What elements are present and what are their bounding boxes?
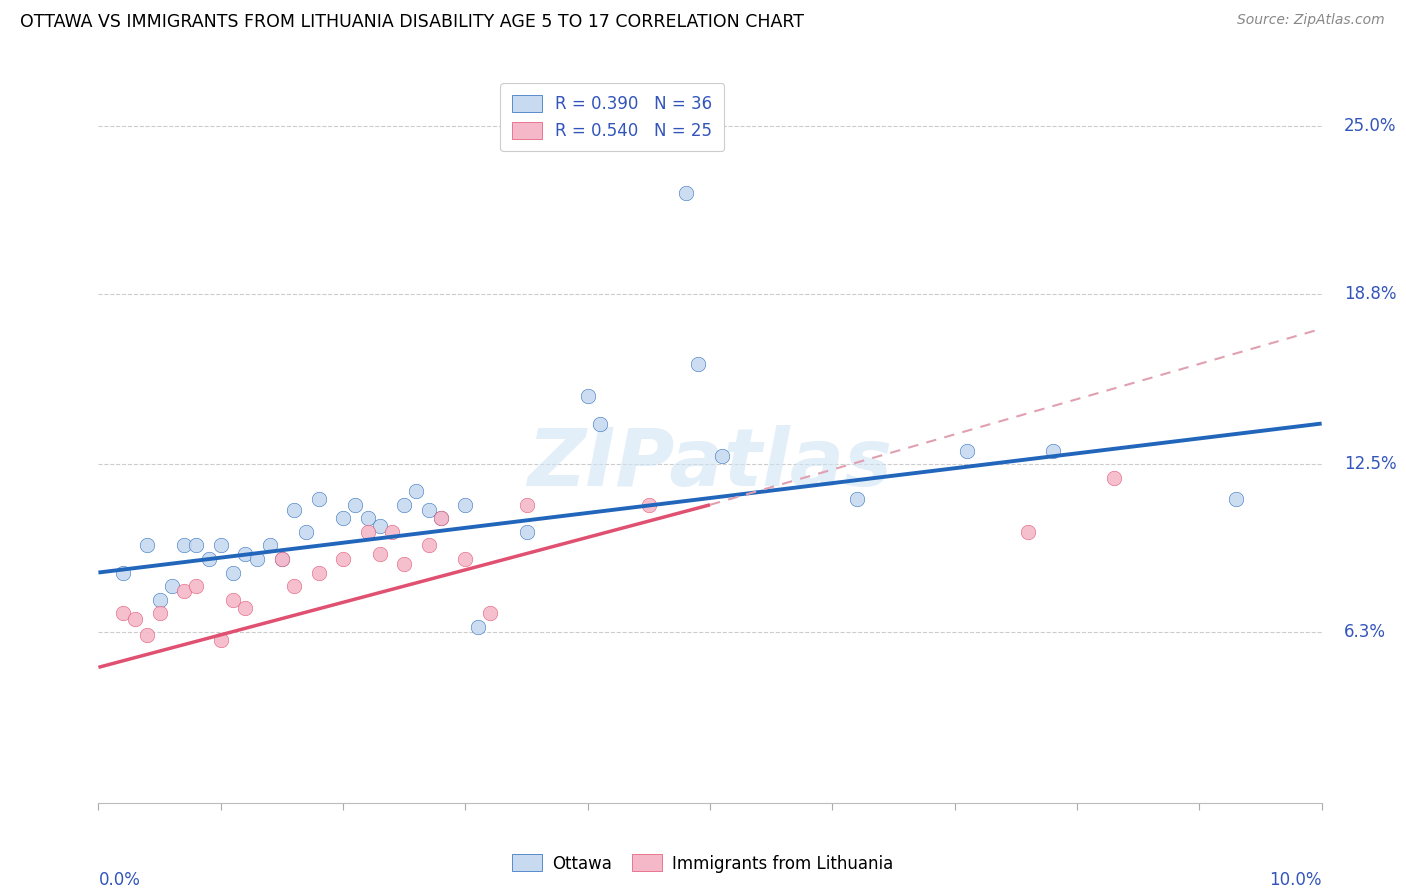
Point [136,538,159,552]
Point [711,449,734,463]
Point [845,492,868,507]
Point [576,389,599,403]
Point [270,552,294,566]
Point [160,579,183,593]
Point [332,552,354,566]
Text: OTTAWA VS IMMIGRANTS FROM LITHUANIA DISABILITY AGE 5 TO 17 CORRELATION CHART: OTTAWA VS IMMIGRANTS FROM LITHUANIA DISA… [20,13,804,31]
Point [356,511,378,525]
Point [283,579,305,593]
Point [295,524,318,539]
Point [209,633,232,648]
Point [1017,524,1039,539]
Point [222,592,245,607]
Point [270,552,294,566]
Point [124,611,146,625]
Point [209,538,232,552]
Point [173,538,195,552]
Text: ZIPatlas: ZIPatlas [527,425,893,503]
Point [675,186,697,201]
Point [308,492,330,507]
Point [467,620,489,634]
Point [197,552,219,566]
Point [454,552,477,566]
Point [111,606,134,620]
Point [344,498,367,512]
Point [246,552,269,566]
Legend: Ottawa, Immigrants from Lithuania: Ottawa, Immigrants from Lithuania [506,847,900,880]
Point [283,503,305,517]
Point [516,524,538,539]
Point [332,511,354,525]
Point [381,524,404,539]
Point [111,566,134,580]
Point [368,519,391,533]
Point [222,566,245,580]
Point [418,538,440,552]
Point [637,498,661,512]
Point [1102,471,1125,485]
Point [956,443,979,458]
Point [392,558,416,572]
Point [418,503,440,517]
Point [430,511,453,525]
Text: Source: ZipAtlas.com: Source: ZipAtlas.com [1237,13,1385,28]
Point [516,498,538,512]
Point [686,357,709,371]
Point [233,600,256,615]
Text: 12.5%: 12.5% [1344,455,1396,473]
Point [392,498,416,512]
Point [186,538,208,552]
Point [405,484,427,499]
Legend: R = 0.390   N = 36, R = 0.540   N = 25: R = 0.390 N = 36, R = 0.540 N = 25 [501,83,724,152]
Text: 0.0%: 0.0% [98,871,141,888]
Point [478,606,501,620]
Point [1042,443,1064,458]
Text: 10.0%: 10.0% [1270,871,1322,888]
Point [589,417,612,431]
Point [149,606,172,620]
Point [308,566,330,580]
Point [136,628,159,642]
Text: 18.8%: 18.8% [1344,285,1396,302]
Text: 6.3%: 6.3% [1344,624,1386,641]
Point [368,547,391,561]
Point [454,498,477,512]
Point [356,524,378,539]
Point [430,511,453,525]
Point [1225,492,1247,507]
Point [173,584,195,599]
Point [149,592,172,607]
Text: 25.0%: 25.0% [1344,117,1396,135]
Point [259,538,281,552]
Point [233,547,256,561]
Point [186,579,208,593]
